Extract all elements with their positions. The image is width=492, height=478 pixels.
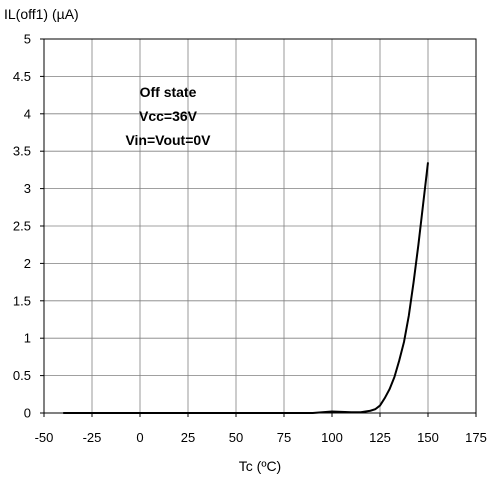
x-tick-label: 175 [465, 430, 487, 445]
x-tick-label: 100 [321, 430, 343, 445]
x-tick-label: 75 [277, 430, 291, 445]
x-tick-label: -50 [35, 430, 54, 445]
y-tick-label: 5 [24, 32, 31, 47]
x-axis: -50 -25 0 25 50 75 100 125 150 175 [35, 413, 487, 445]
y-axis: 0 0.5 1 1.5 2 2.5 3 3.5 4 4.5 5 [13, 32, 44, 421]
y-tick-label: 0 [24, 406, 31, 421]
x-tick-label: 50 [229, 430, 243, 445]
x-tick-label: 125 [369, 430, 391, 445]
y-tick-label: 2.5 [13, 219, 31, 234]
x-tick-label: 150 [417, 430, 439, 445]
y-tick-label: 4 [24, 106, 31, 121]
x-tick-label: -25 [83, 430, 102, 445]
y-tick-label: 1 [24, 331, 31, 346]
x-axis-label: Tc (ºC) [239, 458, 281, 474]
y-tick-label: 1.5 [13, 293, 31, 308]
x-tick-label: 0 [136, 430, 143, 445]
series-line [63, 162, 429, 414]
y-tick-label: 3 [24, 181, 31, 196]
y-tick-label: 3.5 [13, 144, 31, 159]
x-tick-label: 25 [181, 430, 195, 445]
y-tick-label: 0.5 [13, 368, 31, 383]
y-tick-label: 2 [24, 256, 31, 271]
y-tick-label: 4.5 [13, 69, 31, 84]
annotation-line: Vin=Vout=0V [125, 132, 211, 148]
y-axis-label: IL(off1) (µA) [4, 6, 79, 22]
annotation-line: Vcc=36V [139, 108, 198, 124]
grid [44, 39, 476, 413]
annotation-line: Off state [140, 84, 197, 100]
